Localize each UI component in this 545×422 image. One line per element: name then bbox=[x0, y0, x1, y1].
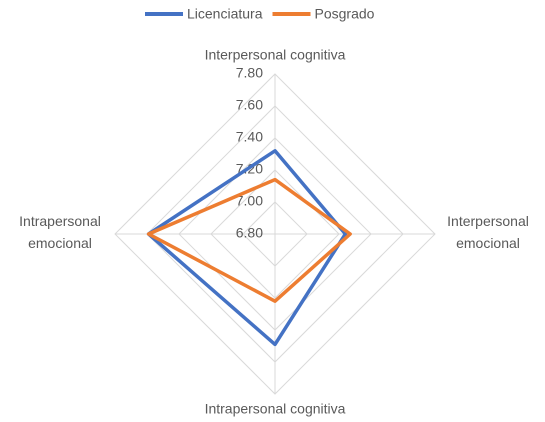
category-label: Intrapersonal cognitiva bbox=[205, 401, 346, 417]
category-label: Interpersonal cognitiva bbox=[205, 47, 346, 63]
tick-label: 7.40 bbox=[236, 129, 263, 145]
series-line bbox=[146, 177, 352, 303]
tick-label: 6.80 bbox=[236, 225, 263, 241]
category-label: Interpersonal emocional bbox=[447, 213, 529, 251]
tick-label: 7.60 bbox=[236, 97, 263, 113]
tick-label: 7.00 bbox=[236, 193, 263, 209]
category-label: Intrapersonal emocional bbox=[19, 213, 101, 251]
legend-label: Posgrado bbox=[315, 6, 375, 22]
series-line bbox=[146, 149, 348, 347]
legend-label: Licenciatura bbox=[187, 6, 263, 22]
tick-label: 7.80 bbox=[236, 65, 263, 81]
